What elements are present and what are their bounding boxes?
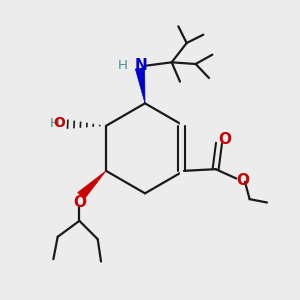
Text: O: O [53, 116, 65, 130]
Polygon shape [78, 171, 106, 199]
Polygon shape [135, 68, 145, 103]
Text: O: O [218, 132, 232, 147]
Text: H: H [118, 59, 128, 72]
Text: H: H [50, 117, 59, 130]
Text: O: O [73, 195, 86, 210]
Text: O: O [236, 173, 249, 188]
Text: N: N [135, 58, 147, 73]
